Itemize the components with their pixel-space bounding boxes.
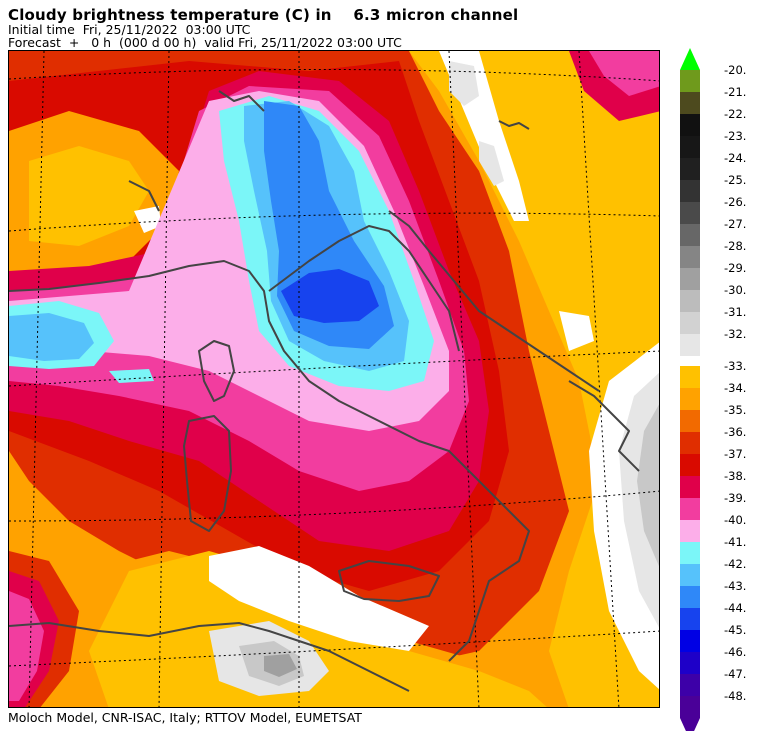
legend-swatch <box>680 586 700 608</box>
field-band-white-nw <box>134 206 161 233</box>
graticule <box>9 51 659 707</box>
field-band-sky-west <box>9 313 94 361</box>
legend-label: -32. <box>724 327 746 341</box>
field-band-yellow-nw <box>29 146 149 246</box>
legend-swatch <box>680 630 700 652</box>
legend-label: -37. <box>724 447 746 461</box>
field-band-deep-blue <box>281 269 379 323</box>
legend-label: -25. <box>724 173 746 187</box>
legend-label: -45. <box>724 623 746 637</box>
legend-swatch <box>680 312 700 334</box>
legend-swatch <box>680 92 700 114</box>
legend-swatch <box>680 136 700 158</box>
field-band-gray-east <box>449 61 479 106</box>
legend-label: -35. <box>724 403 746 417</box>
field-band-magenta-ne <box>589 51 659 96</box>
legend-label: -27. <box>724 217 746 231</box>
legend-label: -21. <box>724 85 746 99</box>
legend-label: -46. <box>724 645 746 659</box>
model-credits: Moloch Model, CNR-ISAC, Italy; RTTOV Mod… <box>8 710 362 725</box>
map-canvas <box>9 51 659 707</box>
legend-swatch <box>680 334 700 356</box>
legend-swatch <box>680 520 700 542</box>
legend-label: -47. <box>724 667 746 681</box>
legend-label: -39. <box>724 491 746 505</box>
legend-label: -44. <box>724 601 746 615</box>
forecast-valid-label: Forecast + 0 h (000 d 00 h) valid Fri, 2… <box>8 35 402 50</box>
legend-swatch <box>680 674 700 696</box>
legend-label: -28. <box>724 239 746 253</box>
field-band-white-south <box>209 546 429 651</box>
legend-swatch <box>680 608 700 630</box>
legend-swatch <box>680 224 700 246</box>
map-title: Cloudy brightness temperature (C) in 6.3… <box>8 6 519 24</box>
legend-swatch <box>680 158 700 180</box>
legend-label: -30. <box>724 283 746 297</box>
legend-label: -26. <box>724 195 746 209</box>
legend-swatch <box>680 202 700 224</box>
legend-label: -48. <box>724 689 746 703</box>
legend-swatch <box>680 564 700 586</box>
legend-bottom-arrow <box>680 718 700 731</box>
legend-label: -24. <box>724 151 746 165</box>
legend-label: -41. <box>724 535 746 549</box>
legend-swatch <box>680 388 700 410</box>
legend-swatch <box>680 498 700 520</box>
legend-swatch <box>680 454 700 476</box>
legend-label: -43. <box>724 579 746 593</box>
legend-swatch <box>680 366 700 388</box>
field-band-magenta-sw <box>9 591 44 701</box>
legend-swatch <box>680 70 700 92</box>
legend-swatch <box>680 114 700 136</box>
legend-swatch <box>680 180 700 202</box>
coastlines <box>9 90 640 692</box>
legend-label: -33. <box>724 359 746 373</box>
legend-label: -38. <box>724 469 746 483</box>
legend-label: -22. <box>724 107 746 121</box>
brightness-temperature-map <box>8 50 660 708</box>
legend-swatch <box>680 542 700 564</box>
legend-swatch <box>680 410 700 432</box>
field-band-gray-se <box>637 404 659 567</box>
color-legend: -20. -21. -22. -23. -24. -25. -26. -27. -28. -29.… <box>676 48 760 731</box>
initial-time-label: Initial time Fri, 25/11/2022 03:00 UTC <box>8 22 251 37</box>
legend-label: -20. <box>724 63 746 77</box>
legend-swatch <box>680 290 700 312</box>
legend-swatch <box>680 246 700 268</box>
legend-swatch <box>680 652 700 674</box>
legend-label: -40. <box>724 513 746 527</box>
legend-swatch <box>680 696 700 718</box>
field-band-gray-east-2 <box>479 141 504 186</box>
legend-swatch <box>680 268 700 290</box>
legend-top-arrow <box>680 48 700 70</box>
legend-swatch <box>680 432 700 454</box>
legend-swatch <box>680 476 700 498</box>
legend-label: -42. <box>724 557 746 571</box>
legend-label: -31. <box>724 305 746 319</box>
legend-label: -29. <box>724 261 746 275</box>
legend-label: -34. <box>724 381 746 395</box>
legend-label: -23. <box>724 129 746 143</box>
legend-canvas: -20. -21. -22. -23. -24. -25. -26. -27. -28. -29.… <box>680 48 746 731</box>
legend-label: -36. <box>724 425 746 439</box>
field-band-darkgray-south <box>264 654 297 677</box>
field-band-white-east-mid <box>559 311 594 351</box>
